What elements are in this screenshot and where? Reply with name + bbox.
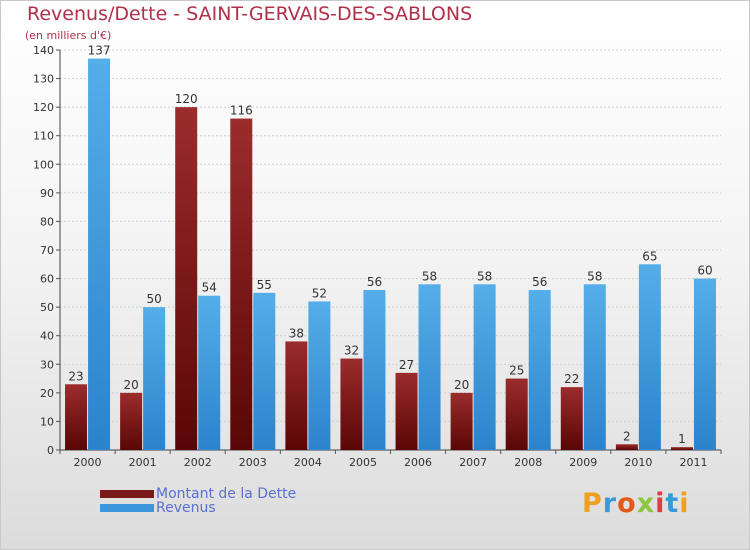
y-tick-label: 20 <box>40 387 54 400</box>
y-tick-label: 50 <box>40 301 54 314</box>
data-label-dette: 32 <box>344 344 359 358</box>
logo-letter: i <box>679 488 690 519</box>
bar-revenus <box>143 307 166 450</box>
data-label-revenus: 60 <box>697 264 712 278</box>
x-tick-label: 2008 <box>514 456 542 469</box>
bar-revenus <box>198 295 221 450</box>
x-tick-label: 2009 <box>569 456 597 469</box>
bar-revenus <box>88 58 111 450</box>
x-tick-label: 2003 <box>239 456 267 469</box>
bar-revenus <box>638 264 661 450</box>
logo-letter: o <box>617 488 637 519</box>
data-label-dette: 116 <box>230 104 253 118</box>
data-label-revenus: 58 <box>422 269 437 283</box>
data-label-revenus: 58 <box>587 269 602 283</box>
y-tick-label: 90 <box>40 187 54 200</box>
bar-revenus <box>418 284 441 450</box>
legend-swatch-dette <box>100 490 154 498</box>
bar-dette <box>175 107 198 451</box>
logo-letter: i <box>655 488 666 519</box>
y-tick-label: 140 <box>33 44 54 57</box>
data-label-revenus: 52 <box>312 286 327 300</box>
bar-revenus <box>583 284 606 450</box>
x-tick-label: 2011 <box>679 456 707 469</box>
legend-item-dette: Montant de la Dette <box>100 486 296 502</box>
bar-dette <box>285 341 308 450</box>
bar-dette <box>395 372 418 450</box>
bar-dette <box>560 387 583 450</box>
legend-label-dette: Montant de la Dette <box>156 486 297 502</box>
y-tick-label: 60 <box>40 273 54 286</box>
bar-revenus <box>528 290 551 450</box>
data-label-revenus: 65 <box>642 249 657 263</box>
bar-dette <box>615 444 638 450</box>
y-tick-label: 130 <box>33 73 54 86</box>
data-label-dette: 22 <box>564 372 579 386</box>
bar-dette <box>340 358 363 450</box>
bar-revenus <box>473 284 496 450</box>
bar-dette <box>505 378 528 450</box>
chart-subtitle: (en milliers d'€) <box>25 29 112 42</box>
logo-letter: r <box>602 488 618 519</box>
bar-dette <box>230 118 253 451</box>
y-tick-label: 70 <box>40 244 54 257</box>
data-label-revenus: 137 <box>88 44 111 58</box>
legend-swatch-revenus <box>100 504 154 512</box>
data-label-revenus: 54 <box>202 281 217 295</box>
data-label-dette: 20 <box>123 378 138 392</box>
bar-dette <box>670 447 693 450</box>
data-label-revenus: 58 <box>477 269 492 283</box>
x-tick-label: 2005 <box>349 456 377 469</box>
data-label-dette: 25 <box>509 364 524 378</box>
data-label-dette: 120 <box>175 92 198 106</box>
x-tick-label: 2010 <box>624 456 652 469</box>
x-tick-label: 2000 <box>74 456 102 469</box>
bar-revenus <box>253 292 276 450</box>
x-tick-label: 2006 <box>404 456 432 469</box>
y-tick-label: 120 <box>33 101 54 114</box>
bar-dette <box>65 384 88 450</box>
data-label-revenus: 56 <box>532 275 547 289</box>
y-tick-label: 80 <box>40 215 54 228</box>
x-tick-label: 2004 <box>294 456 322 469</box>
logo-letter: x <box>636 488 656 519</box>
data-label-dette: 27 <box>399 358 414 372</box>
chart-title: Revenus/Dette - SAINT-GERVAIS-DES-SABLON… <box>27 3 473 25</box>
data-label-revenus: 56 <box>367 275 382 289</box>
bar-revenus <box>308 301 331 450</box>
data-label-revenus: 50 <box>146 292 161 306</box>
data-label-dette: 23 <box>68 369 83 383</box>
bar-dette <box>450 392 473 450</box>
legend-item-revenus: Revenus <box>100 500 216 516</box>
data-label-dette: 1 <box>678 432 686 446</box>
data-label-dette: 20 <box>454 378 469 392</box>
bar-revenus <box>693 278 716 450</box>
data-label-dette: 38 <box>289 326 304 340</box>
x-tick-label: 2001 <box>129 456 157 469</box>
x-tick-label: 2002 <box>184 456 212 469</box>
logo-letter: P <box>582 488 603 519</box>
bar-dette <box>120 392 143 450</box>
data-label-revenus: 55 <box>257 278 272 292</box>
proxiti-logo: Proxiti <box>582 488 690 519</box>
y-tick-label: 10 <box>40 415 54 428</box>
y-tick-label: 0 <box>47 444 54 457</box>
logo-letter: t <box>665 488 680 519</box>
y-tick-label: 110 <box>33 130 54 143</box>
bar-revenus <box>363 290 386 450</box>
data-label-dette: 2 <box>623 429 631 443</box>
legend-label-revenus: Revenus <box>156 500 216 516</box>
y-tick-label: 100 <box>33 158 54 171</box>
y-tick-label: 30 <box>40 358 54 371</box>
x-tick-label: 2007 <box>459 456 487 469</box>
y-tick-label: 40 <box>40 330 54 343</box>
